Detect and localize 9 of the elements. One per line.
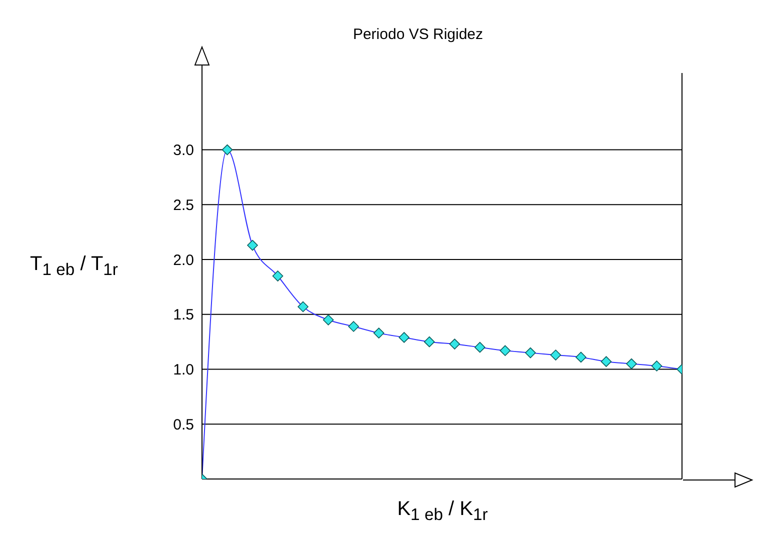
- y-tick-label: 2.0: [173, 252, 194, 269]
- y-axis-title: T$_{1 eb}$ / T$_{1r}$: [30, 253, 118, 280]
- y-tick-label: 3.0: [173, 142, 194, 160]
- chart-title: Periodo VS Rigidez: [352, 26, 484, 43]
- y-tick-label: 2.5: [173, 197, 194, 214]
- x-axis-title: K$_{1 eb}$ / K$_{1r}$: [396, 498, 489, 525]
- y-tick-label: 1.5: [173, 306, 194, 324]
- y-tick-label: 0.5: [173, 416, 194, 434]
- y-tick-label: 1.0: [173, 362, 194, 379]
